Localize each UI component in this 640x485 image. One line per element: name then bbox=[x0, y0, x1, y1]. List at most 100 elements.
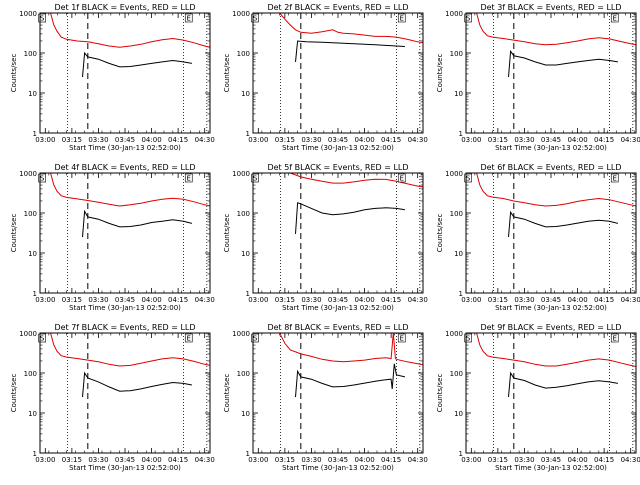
y-tick-label: 1000 bbox=[445, 330, 463, 338]
marker-box-s bbox=[464, 13, 472, 23]
marker-box-e bbox=[397, 333, 406, 343]
y-tick-label: 1 bbox=[33, 130, 37, 138]
marker-label-e: E bbox=[613, 335, 617, 343]
plot-frame bbox=[252, 172, 424, 294]
y-axis-label: Counts/sec bbox=[223, 374, 231, 413]
x-tick-label: 03:00 bbox=[35, 136, 55, 144]
lld-line bbox=[279, 333, 423, 366]
y-tick-label: 1000 bbox=[445, 170, 463, 178]
lld-line bbox=[254, 13, 423, 44]
events-line bbox=[508, 371, 618, 398]
x-tick-label: 04:00 bbox=[141, 296, 161, 304]
plot-frame bbox=[39, 172, 211, 294]
y-tick-label: 100 bbox=[24, 50, 37, 58]
x-tick-label: 03:15 bbox=[62, 296, 82, 304]
x-tick-label: 03:00 bbox=[461, 296, 481, 304]
marker-box-e bbox=[610, 333, 619, 343]
chart-panel-6: Det 6f BLACK = Events, RED = LLD 1 10 100 10… bbox=[436, 163, 640, 312]
marker-label-e: E bbox=[400, 15, 404, 23]
x-tick-label: 03:15 bbox=[275, 296, 295, 304]
y-axis-label: Counts/sec bbox=[10, 374, 18, 413]
x-tick-label: 04:15 bbox=[381, 296, 401, 304]
x-tick-label: 04:30 bbox=[195, 456, 215, 464]
y-tick-label: 10 bbox=[241, 250, 250, 258]
lld-line bbox=[41, 173, 210, 207]
x-tick-label: 03:30 bbox=[514, 296, 534, 304]
x-tick-label: 04:15 bbox=[168, 296, 188, 304]
x-tick-label: 03:30 bbox=[301, 136, 321, 144]
marker-box-s bbox=[38, 173, 46, 183]
x-tick-label: 03:00 bbox=[248, 136, 268, 144]
marker-box-e bbox=[184, 13, 193, 23]
x-axis-label: Start Time (30-Jan-13 02:52:00) bbox=[282, 304, 394, 312]
marker-label-s: S bbox=[466, 175, 471, 183]
y-tick-label: 100 bbox=[450, 370, 463, 378]
x-tick-label: 04:30 bbox=[408, 136, 428, 144]
x-axis-label: Start Time (30-Jan-13 02:52:00) bbox=[495, 144, 607, 152]
x-tick-label: 04:15 bbox=[381, 136, 401, 144]
x-tick-label: 03:30 bbox=[301, 296, 321, 304]
marker-box-s bbox=[251, 333, 259, 343]
events-line bbox=[82, 371, 192, 398]
x-tick-label: 03:15 bbox=[488, 296, 508, 304]
y-tick-label: 100 bbox=[450, 50, 463, 58]
marker-label-e: E bbox=[187, 15, 191, 23]
chart-panel-8: Det 8f BLACK = Events, RED = LLD 1 10 100 10… bbox=[223, 323, 428, 472]
y-tick-label: 1 bbox=[246, 450, 250, 458]
x-axis-label: Start Time (30-Jan-13 02:52:00) bbox=[495, 304, 607, 312]
y-tick-label: 100 bbox=[237, 370, 250, 378]
x-tick-label: 04:00 bbox=[141, 136, 161, 144]
marker-box-e bbox=[397, 173, 406, 183]
marker-box-e bbox=[610, 173, 619, 183]
lld-line bbox=[41, 333, 210, 367]
x-tick-label: 04:00 bbox=[354, 136, 374, 144]
lld-line bbox=[467, 13, 636, 46]
chart-panel-2: Det 2f BLACK = Events, RED = LLD 1 10 100 10… bbox=[223, 3, 428, 152]
marker-label-s: S bbox=[40, 15, 45, 23]
y-tick-label: 100 bbox=[24, 370, 37, 378]
x-tick-label: 03:30 bbox=[88, 296, 108, 304]
y-axis-label: Counts/sec bbox=[223, 214, 231, 253]
x-axis-label: Start Time (30-Jan-13 02:52:00) bbox=[282, 464, 394, 472]
y-tick-label: 1 bbox=[459, 290, 463, 298]
x-tick-label: 03:30 bbox=[301, 456, 321, 464]
plot-frame bbox=[252, 12, 424, 134]
y-tick-label: 10 bbox=[241, 410, 250, 418]
marker-box-e bbox=[184, 333, 193, 343]
events-line bbox=[82, 209, 193, 238]
x-tick-label: 03:45 bbox=[541, 456, 561, 464]
x-tick-label: 03:45 bbox=[328, 456, 348, 464]
x-tick-label: 03:30 bbox=[514, 136, 534, 144]
marker-label-e: E bbox=[187, 175, 191, 183]
y-axis-label: Counts/sec bbox=[436, 54, 444, 93]
y-tick-label: 1000 bbox=[232, 10, 250, 18]
x-tick-label: 04:15 bbox=[168, 456, 188, 464]
x-axis-label: Start Time (30-Jan-13 02:52:00) bbox=[69, 144, 181, 152]
x-tick-label: 03:30 bbox=[514, 456, 534, 464]
y-tick-label: 10 bbox=[28, 410, 37, 418]
x-tick-label: 03:00 bbox=[461, 136, 481, 144]
chart-title: Det 5f BLACK = Events, RED = LLD bbox=[267, 163, 408, 172]
events-line bbox=[295, 202, 405, 234]
marker-box-s bbox=[464, 333, 472, 343]
plot-frame bbox=[39, 332, 211, 454]
x-tick-label: 03:00 bbox=[35, 456, 55, 464]
plot-frame bbox=[252, 332, 424, 454]
marker-label-s: S bbox=[253, 15, 258, 23]
x-tick-label: 04:30 bbox=[195, 136, 215, 144]
x-axis-label: Start Time (30-Jan-13 02:52:00) bbox=[69, 464, 181, 472]
x-tick-label: 03:45 bbox=[115, 296, 135, 304]
chart-panel-3: Det 3f BLACK = Events, RED = LLD 1 10 100 10… bbox=[436, 3, 640, 152]
plot-frame bbox=[39, 12, 211, 134]
y-tick-label: 100 bbox=[237, 50, 250, 58]
x-tick-label: 04:15 bbox=[594, 136, 614, 144]
marker-label-e: E bbox=[613, 15, 617, 23]
lld-line bbox=[467, 333, 636, 367]
y-tick-label: 1 bbox=[459, 130, 463, 138]
marker-label-e: E bbox=[613, 175, 617, 183]
y-tick-label: 1000 bbox=[445, 10, 463, 18]
x-tick-label: 04:30 bbox=[621, 456, 640, 464]
y-axis-label: Counts/sec bbox=[436, 374, 444, 413]
marker-label-e: E bbox=[400, 335, 404, 343]
